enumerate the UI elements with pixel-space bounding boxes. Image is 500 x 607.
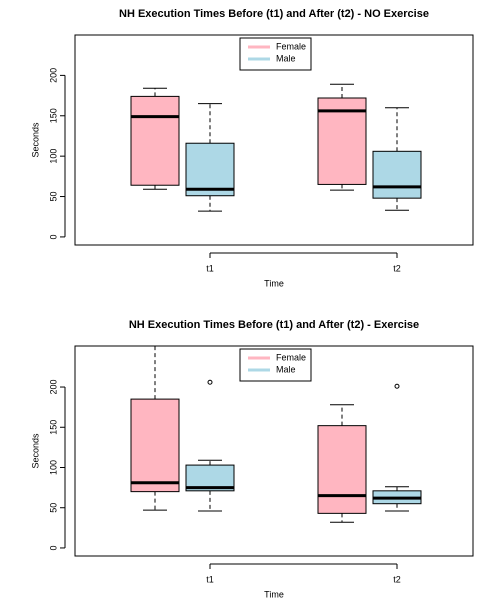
x-tick-label: t2 xyxy=(393,574,401,584)
y-tick-label: 0 xyxy=(48,234,58,239)
y-tick-label: 150 xyxy=(48,420,58,435)
box xyxy=(317,425,367,514)
x-tick-label: t2 xyxy=(393,263,401,273)
x-tick-label: t1 xyxy=(206,263,214,273)
y-tick-label: 50 xyxy=(48,192,58,202)
legend-box xyxy=(239,348,312,382)
y-tick-label: 50 xyxy=(48,503,58,513)
x-axis-label: Time xyxy=(264,589,284,599)
y-axis-label: Seconds xyxy=(30,433,40,469)
x-axis-label: Time xyxy=(264,278,284,288)
y-tick-label: 100 xyxy=(48,149,58,164)
y-tick-label: 200 xyxy=(48,380,58,395)
box xyxy=(130,95,180,186)
outlier xyxy=(394,383,400,389)
legend-label: Female xyxy=(276,41,306,51)
plot-frame xyxy=(74,345,474,557)
y-tick-label: 0 xyxy=(48,545,58,550)
y-tick-label: 150 xyxy=(48,108,58,123)
legend-label: Female xyxy=(276,352,306,362)
legend-box xyxy=(239,37,312,71)
y-tick-label: 200 xyxy=(48,68,58,83)
x-tick-label: t1 xyxy=(206,574,214,584)
legend-label: Male xyxy=(276,53,296,63)
box xyxy=(185,142,235,197)
y-tick-label: 100 xyxy=(48,460,58,475)
y-axis-label: Seconds xyxy=(30,122,40,158)
outlier xyxy=(207,379,213,385)
plot-frame xyxy=(74,34,474,246)
chart-title: NH Execution Times Before (t1) and After… xyxy=(119,8,429,20)
box xyxy=(372,150,422,199)
legend-label: Male xyxy=(276,364,296,374)
box xyxy=(130,398,180,493)
chart-title: NH Execution Times Before (t1) and After… xyxy=(129,319,419,331)
